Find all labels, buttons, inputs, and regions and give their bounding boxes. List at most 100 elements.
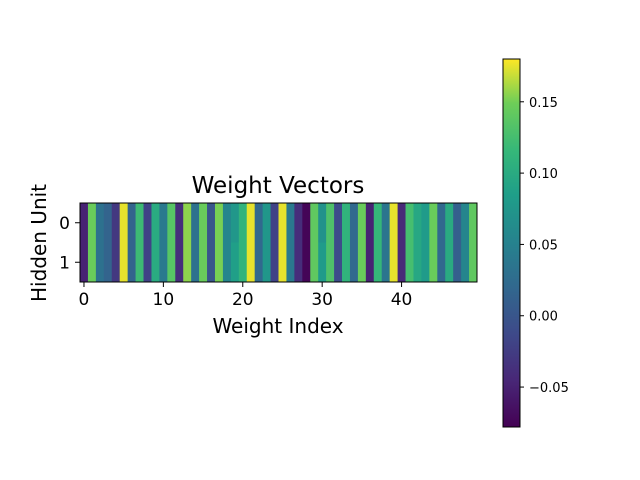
heatmap-cell <box>342 242 351 283</box>
heatmap-cell <box>397 242 406 283</box>
heatmap-cell <box>357 242 367 283</box>
heatmap-cell <box>246 203 256 243</box>
colorbar-tick-label: 0.15 <box>529 96 558 111</box>
heatmap-cell <box>246 242 256 283</box>
heatmap-cell <box>143 203 152 243</box>
heatmap-cell <box>159 242 168 283</box>
heatmap-cell <box>167 242 176 283</box>
heatmap-cell <box>183 203 192 243</box>
heatmap-cell <box>389 203 398 243</box>
heatmap-cell <box>143 242 152 283</box>
heatmap-cell <box>357 203 367 243</box>
heatmap-cell <box>222 242 232 283</box>
heatmap-cell <box>175 242 184 283</box>
heatmap-cell <box>445 242 454 283</box>
heatmap <box>80 203 478 283</box>
colorbar-axis: −0.05 0.00 0.05 0.10 0.15 <box>520 96 569 396</box>
x-tick-label: 20 <box>232 290 254 310</box>
heatmap-cell <box>135 242 144 283</box>
heatmap-cell <box>80 242 89 283</box>
heatmap-cell <box>429 203 438 243</box>
heatmap-cell <box>397 203 406 243</box>
heatmap-cell <box>349 242 359 283</box>
heatmap-cell <box>437 242 446 283</box>
heatmap-cell <box>87 242 97 283</box>
heatmap-cell <box>318 203 327 243</box>
heatmap-cell <box>111 203 121 243</box>
x-axis: 0 10 20 30 40 <box>79 282 413 310</box>
heatmap-frame <box>79 202 478 283</box>
colorbar-tick-label: −0.05 <box>529 381 569 396</box>
heatmap-cell <box>461 242 470 283</box>
heatmap-cell <box>365 203 375 243</box>
y-tick-label: 1 <box>59 253 70 273</box>
heatmap-cell <box>278 242 287 283</box>
heatmap-cell <box>127 242 136 283</box>
heatmap-cell <box>80 203 89 243</box>
heatmap-cell <box>326 203 335 243</box>
heatmap-cell <box>119 242 129 283</box>
heatmap-cell <box>262 203 271 243</box>
heatmap-cell <box>103 203 113 243</box>
heatmap-cell <box>318 242 327 283</box>
heatmap-cell <box>222 203 232 243</box>
colorbar <box>502 58 521 428</box>
heatmap-cell <box>278 203 287 243</box>
heatmap-cell <box>230 203 240 243</box>
heatmap-cell <box>413 242 422 283</box>
colorbar-tick-label: 0.10 <box>529 167 558 182</box>
heatmap-cell <box>207 203 216 243</box>
x-tick-label: 40 <box>391 290 413 310</box>
heatmap-cell <box>119 203 129 243</box>
x-axis-label: Weight Index <box>212 314 343 338</box>
heatmap-cell <box>191 203 200 243</box>
x-tick-label: 0 <box>79 290 90 310</box>
heatmap-cell <box>381 203 391 243</box>
heatmap-cell <box>238 242 248 283</box>
heatmap-cell <box>365 242 375 283</box>
heatmap-cell <box>421 203 430 243</box>
colorbar-tick-label: 0.00 <box>529 310 558 325</box>
heatmap-cell <box>349 203 359 243</box>
heatmap-cell <box>207 242 216 283</box>
x-tick-label: 30 <box>311 290 333 310</box>
heatmap-cell <box>151 242 160 283</box>
heatmap-cell <box>95 203 105 243</box>
heatmap-cell <box>294 242 303 283</box>
heatmap-cell <box>87 203 97 243</box>
colorbar-tick-label: 0.05 <box>529 238 558 253</box>
heatmap-cell <box>342 203 351 243</box>
heatmap-cell <box>151 203 160 243</box>
heatmap-cell <box>254 242 264 283</box>
heatmap-cell <box>175 203 184 243</box>
heatmap-cell <box>405 242 414 283</box>
heatmap-cell <box>111 242 121 283</box>
y-tick-label: 0 <box>59 214 70 234</box>
y-axis: 01 <box>59 214 80 273</box>
heatmap-cell <box>95 242 105 283</box>
heatmap-cell <box>214 203 224 243</box>
heatmap-cell <box>413 203 422 243</box>
heatmap-cell <box>389 242 398 283</box>
heatmap-cell <box>302 242 311 283</box>
heatmap-cell <box>214 242 224 283</box>
heatmap-cell <box>405 203 414 243</box>
heatmap-cell <box>461 203 470 243</box>
heatmap-cell <box>270 242 279 283</box>
heatmap-cell <box>262 242 271 283</box>
heatmap-cell <box>286 203 295 243</box>
heatmap-cell <box>294 203 303 243</box>
heatmap-cell <box>453 242 462 283</box>
heatmap-cell <box>445 203 454 243</box>
heatmap-cell <box>453 203 462 243</box>
y-axis-label: Hidden Unit <box>27 184 51 302</box>
heatmap-cell <box>159 203 168 243</box>
heatmap-cell <box>310 203 319 243</box>
heatmap-cell <box>199 203 208 243</box>
heatmap-cell <box>286 242 295 283</box>
heatmap-cell <box>302 203 311 243</box>
heatmap-cell <box>167 203 176 243</box>
heatmap-cell <box>103 242 113 283</box>
heatmap-cell <box>373 242 383 283</box>
